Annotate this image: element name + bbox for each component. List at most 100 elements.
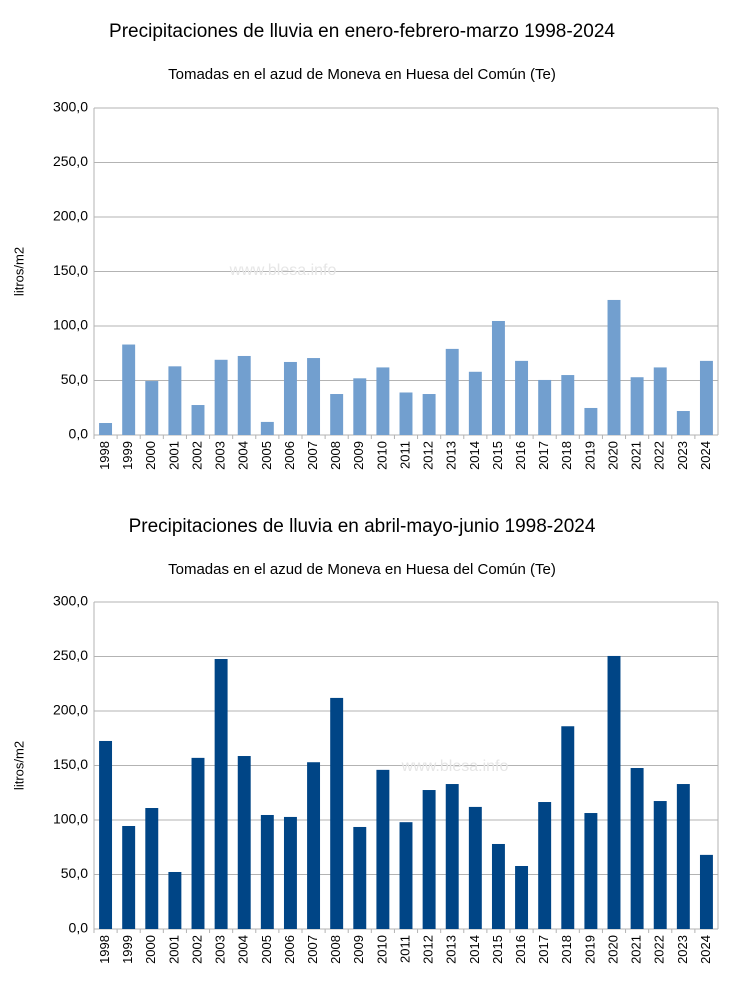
chart-title: Precipitaciones de lluvia en abril-mayo-…	[129, 516, 596, 537]
x-tick-label: 2012	[421, 441, 436, 470]
bar	[330, 394, 344, 435]
x-tick-label: 2000	[143, 935, 158, 964]
x-tick-label: 2009	[351, 441, 366, 470]
x-tick-label: 2003	[213, 935, 228, 964]
bar	[515, 360, 529, 435]
x-tick-label: 2014	[467, 935, 482, 964]
x-tick-label: 2022	[652, 441, 667, 470]
x-tick-label: 2021	[629, 935, 644, 964]
x-tick-label: 2015	[490, 935, 505, 964]
x-tick-label: 2017	[536, 441, 551, 470]
x-tick-label: 2002	[189, 935, 204, 964]
x-tick-label: 2022	[652, 935, 667, 964]
y-tick-label: 50,0	[61, 371, 88, 387]
y-tick-label: 100,0	[53, 811, 88, 827]
y-tick-label: 300,0	[53, 593, 88, 609]
x-tick-label: 2009	[351, 935, 366, 964]
bar	[260, 421, 274, 435]
bar	[607, 655, 621, 929]
x-tick-label: 2021	[629, 441, 644, 470]
bar	[99, 423, 113, 435]
x-tick-label: 2023	[675, 935, 690, 964]
x-tick-label: 2018	[559, 441, 574, 470]
bar	[307, 762, 321, 929]
bar	[145, 808, 159, 929]
x-tick-label: 2001	[166, 935, 181, 964]
x-tick-label: 2019	[582, 935, 597, 964]
bar	[676, 784, 690, 929]
watermark: www.blesa.info	[229, 262, 337, 279]
bar	[122, 825, 136, 929]
x-tick-label: 2015	[490, 441, 505, 470]
x-tick-label: 2001	[166, 441, 181, 470]
bar	[676, 411, 690, 435]
bar	[422, 790, 436, 929]
x-tick-label: 2020	[605, 441, 620, 470]
chart-subtitle: Tomadas en el azud de Moneva en Huesa de…	[168, 561, 556, 578]
bar	[607, 299, 621, 435]
chart-subtitle: Tomadas en el azud de Moneva en Huesa de…	[168, 66, 556, 83]
bar	[191, 405, 205, 435]
y-tick-label: 50,0	[61, 865, 88, 881]
bar	[214, 659, 228, 929]
x-tick-label: 2020	[605, 935, 620, 964]
x-tick-label: 2008	[328, 441, 343, 470]
x-tick-label: 1998	[97, 441, 112, 470]
bar	[376, 769, 390, 929]
bar	[653, 367, 667, 435]
bar	[237, 756, 251, 929]
bar	[630, 377, 644, 435]
x-tick-label: 2016	[513, 441, 528, 470]
bar	[445, 784, 459, 929]
x-tick-label: 1999	[120, 441, 135, 470]
x-tick-label: 2013	[444, 441, 459, 470]
x-tick-label: 2019	[582, 441, 597, 470]
bar	[491, 843, 505, 929]
bar	[214, 359, 228, 435]
y-tick-label: 250,0	[53, 153, 88, 169]
y-tick-label: 200,0	[53, 208, 88, 224]
x-tick-label: 2007	[305, 441, 320, 470]
bar	[561, 375, 575, 435]
bar	[283, 361, 297, 435]
bar	[468, 371, 482, 435]
watermark: www.blesa.info	[401, 758, 509, 775]
bar	[468, 806, 482, 929]
y-tick-label: 150,0	[53, 756, 88, 772]
bar	[584, 407, 598, 435]
bar	[191, 757, 205, 929]
y-tick-label: 0,0	[69, 920, 89, 936]
bar	[515, 865, 529, 929]
bar	[399, 392, 413, 435]
x-tick-label: 2014	[467, 441, 482, 470]
bar	[168, 366, 182, 435]
bar	[99, 740, 113, 929]
bar	[653, 801, 667, 929]
y-axis-label: litros/m2	[11, 247, 26, 296]
y-tick-label: 0,0	[69, 426, 89, 442]
x-tick-label: 2008	[328, 935, 343, 964]
y-axis-label: litros/m2	[11, 741, 26, 790]
x-tick-label: 2007	[305, 935, 320, 964]
bar	[538, 802, 552, 929]
x-tick-label: 2012	[421, 935, 436, 964]
bar	[584, 813, 598, 929]
bar	[491, 320, 505, 435]
x-tick-label: 2011	[397, 441, 412, 469]
bar	[422, 394, 436, 435]
y-tick-label: 100,0	[53, 317, 88, 333]
bar	[122, 344, 136, 435]
x-tick-label: 2003	[213, 441, 228, 470]
bar	[376, 367, 390, 435]
bar	[145, 381, 159, 435]
x-tick-label: 2011	[397, 935, 412, 963]
x-tick-label: 2016	[513, 935, 528, 964]
x-tick-label: 2024	[698, 935, 713, 964]
x-tick-label: 2000	[143, 441, 158, 470]
bar	[699, 360, 713, 435]
x-tick-label: 2005	[259, 441, 274, 470]
x-tick-label: 2004	[236, 441, 251, 470]
bar	[330, 697, 344, 929]
bar	[699, 854, 713, 929]
x-tick-label: 1999	[120, 935, 135, 964]
